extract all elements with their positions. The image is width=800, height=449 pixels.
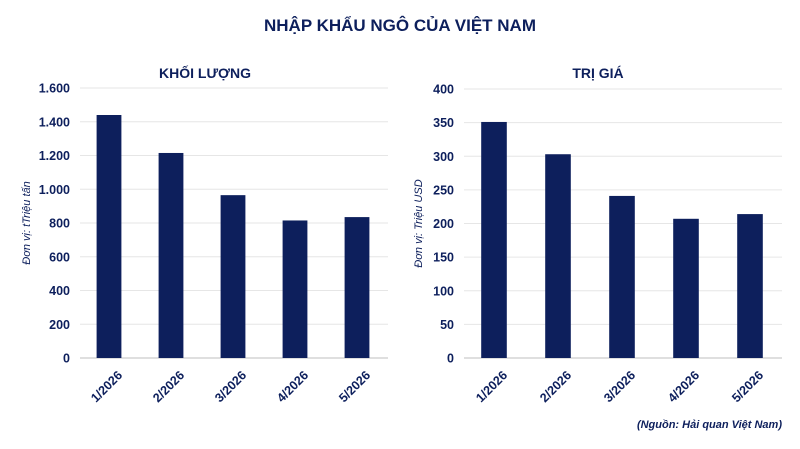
page-title: NHẬP KHẨU NGÔ CỦA VIỆT NAM [263,16,536,35]
x-tick-label: 2/2026 [150,368,187,405]
y-axis-label: Đơn vị: Triệu USD [413,179,425,267]
y-tick-label: 0 [63,352,70,366]
volume-chart: 0 200 400 600 800 1.000 1.200 1.400 1.600 1/2026 2… [21,64,388,405]
bar [96,115,122,358]
y-tick-label: 0 [447,352,454,366]
y-tick-label: 400 [433,83,454,97]
source-note: (Nguồn: Hải quan Việt Nam) [636,419,782,431]
y-tick-label: 800 [49,217,70,231]
y-tick-label: 100 [433,284,454,298]
chart-title: KHỐI LƯỢNG [159,64,251,81]
bar [673,218,699,358]
y-tick-label: 1.000 [39,183,70,197]
bar [282,220,308,358]
y-tick-label: 400 [49,284,70,298]
value-chart: 0 50 100 150 200 250 300 350 400 1/2026 2/2026 3/20… [413,65,782,405]
y-tick-label: 600 [49,250,70,264]
bar [220,195,246,358]
y-tick-label: 200 [433,217,454,231]
x-tick-label: 1/2026 [473,368,510,405]
bar [737,214,763,358]
bar [545,154,571,358]
y-tick-label: 1.200 [39,149,70,163]
bar [609,195,635,358]
y-tick-label: 350 [433,116,454,130]
chart-title: TRỊ GIÁ [572,65,623,81]
x-tick-label: 3/2026 [601,368,638,405]
x-tick-label: 3/2026 [212,368,249,405]
y-tick-label: 50 [440,318,454,332]
bar [158,152,184,358]
x-tick-label: 2/2026 [537,368,574,405]
bar [344,217,370,358]
x-tick-label: 4/2026 [274,368,311,405]
x-tick-label: 5/2026 [336,368,373,405]
y-tick-label: 250 [433,183,454,197]
y-tick-label: 300 [433,150,454,164]
y-tick-label: 1.600 [39,82,70,96]
x-tick-label: 4/2026 [665,368,702,405]
y-tick-label: 1.400 [39,115,70,129]
y-tick-label: 150 [433,251,454,265]
x-tick-label: 5/2026 [729,368,766,405]
y-axis-label: Đơn vị: tTriệu tấn [21,181,33,264]
y-tick-label: 200 [49,318,70,332]
bar [481,121,507,358]
x-tick-label: 1/2026 [88,368,125,405]
